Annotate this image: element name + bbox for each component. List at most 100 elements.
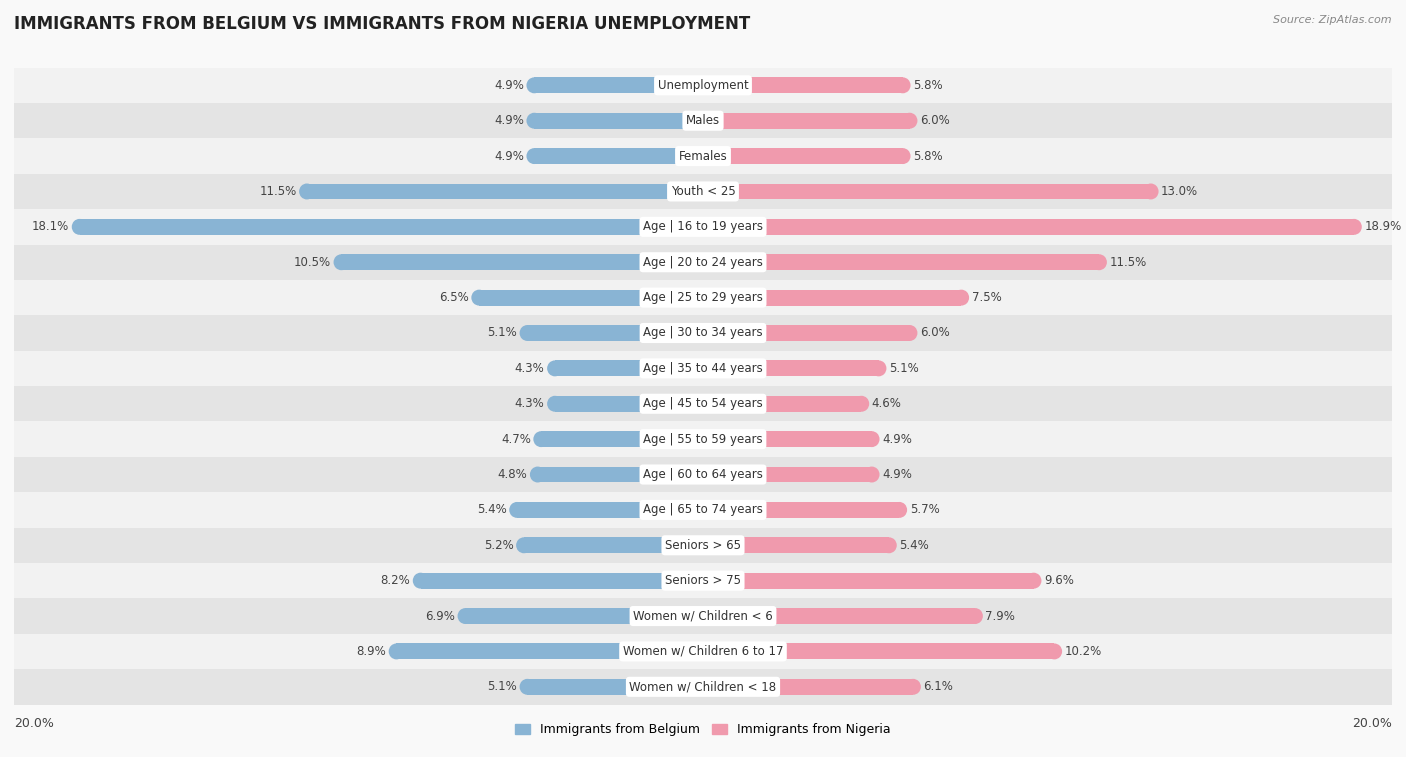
Circle shape	[520, 325, 536, 341]
Text: 5.1%: 5.1%	[889, 362, 918, 375]
Text: 6.0%: 6.0%	[920, 326, 950, 339]
Text: 5.1%: 5.1%	[488, 681, 517, 693]
Circle shape	[547, 360, 562, 376]
Text: Age | 65 to 74 years: Age | 65 to 74 years	[643, 503, 763, 516]
Text: 5.2%: 5.2%	[484, 539, 513, 552]
Text: 4.9%: 4.9%	[494, 114, 524, 127]
Bar	[14, 316, 1392, 350]
Legend: Immigrants from Belgium, Immigrants from Nigeria: Immigrants from Belgium, Immigrants from…	[510, 718, 896, 741]
Bar	[14, 350, 1392, 386]
Circle shape	[896, 148, 911, 164]
Bar	[420, 573, 703, 589]
Text: IMMIGRANTS FROM BELGIUM VS IMMIGRANTS FROM NIGERIA UNEMPLOYMENT: IMMIGRANTS FROM BELGIUM VS IMMIGRANTS FR…	[14, 15, 751, 33]
Bar	[527, 325, 703, 341]
Bar	[80, 219, 703, 235]
Circle shape	[413, 573, 429, 589]
Text: 8.9%: 8.9%	[356, 645, 387, 658]
Text: Source: ZipAtlas.com: Source: ZipAtlas.com	[1274, 15, 1392, 25]
Text: 4.3%: 4.3%	[515, 397, 544, 410]
Circle shape	[516, 537, 531, 553]
Text: 18.9%: 18.9%	[1364, 220, 1402, 233]
Circle shape	[388, 643, 404, 659]
Bar	[703, 360, 879, 376]
Text: Age | 60 to 64 years: Age | 60 to 64 years	[643, 468, 763, 481]
Text: Age | 30 to 34 years: Age | 30 to 34 years	[643, 326, 763, 339]
Text: 4.7%: 4.7%	[501, 433, 531, 446]
Text: 4.9%: 4.9%	[494, 79, 524, 92]
Text: 10.5%: 10.5%	[294, 256, 330, 269]
Bar	[703, 537, 889, 553]
Circle shape	[901, 113, 918, 129]
Circle shape	[1347, 219, 1362, 235]
Text: 6.9%: 6.9%	[425, 609, 456, 622]
Bar	[479, 290, 703, 306]
Bar	[342, 254, 703, 270]
Text: Age | 35 to 44 years: Age | 35 to 44 years	[643, 362, 763, 375]
Text: Seniors > 75: Seniors > 75	[665, 574, 741, 587]
Circle shape	[953, 290, 969, 306]
Bar	[703, 396, 862, 412]
Bar	[703, 573, 1033, 589]
Text: 4.8%: 4.8%	[498, 468, 527, 481]
Text: 20.0%: 20.0%	[1353, 717, 1392, 730]
Bar	[465, 608, 703, 624]
Circle shape	[1026, 573, 1042, 589]
Text: 4.9%: 4.9%	[882, 433, 912, 446]
Circle shape	[891, 502, 907, 518]
Text: 5.8%: 5.8%	[912, 79, 943, 92]
Bar	[14, 245, 1392, 280]
Text: 4.6%: 4.6%	[872, 397, 901, 410]
Bar	[14, 209, 1392, 245]
Text: 9.6%: 9.6%	[1045, 574, 1074, 587]
Circle shape	[333, 254, 349, 270]
Bar	[14, 563, 1392, 598]
Text: 11.5%: 11.5%	[1109, 256, 1147, 269]
Text: Unemployment: Unemployment	[658, 79, 748, 92]
Bar	[534, 148, 703, 164]
Bar	[517, 502, 703, 518]
Text: Women w/ Children 6 to 17: Women w/ Children 6 to 17	[623, 645, 783, 658]
Bar	[555, 396, 703, 412]
Text: 5.4%: 5.4%	[900, 539, 929, 552]
Bar	[703, 148, 903, 164]
Circle shape	[1046, 643, 1062, 659]
Text: 4.3%: 4.3%	[515, 362, 544, 375]
Text: 4.9%: 4.9%	[882, 468, 912, 481]
Text: 6.1%: 6.1%	[924, 681, 953, 693]
Circle shape	[865, 431, 880, 447]
Bar	[14, 174, 1392, 209]
Text: Age | 16 to 19 years: Age | 16 to 19 years	[643, 220, 763, 233]
Text: 5.8%: 5.8%	[912, 150, 943, 163]
Text: Women w/ Children < 6: Women w/ Children < 6	[633, 609, 773, 622]
Circle shape	[520, 679, 536, 695]
Text: 11.5%: 11.5%	[259, 185, 297, 198]
Bar	[534, 77, 703, 93]
Bar	[14, 139, 1392, 174]
Circle shape	[901, 325, 918, 341]
Text: 10.2%: 10.2%	[1064, 645, 1102, 658]
Circle shape	[882, 537, 897, 553]
Circle shape	[865, 466, 880, 482]
Circle shape	[547, 396, 562, 412]
Bar	[703, 431, 872, 447]
Text: 18.1%: 18.1%	[32, 220, 69, 233]
Text: 6.5%: 6.5%	[439, 291, 468, 304]
Bar	[14, 528, 1392, 563]
Bar	[307, 183, 703, 199]
Bar	[703, 608, 976, 624]
Circle shape	[526, 148, 541, 164]
Text: 7.5%: 7.5%	[972, 291, 1001, 304]
Text: 5.1%: 5.1%	[488, 326, 517, 339]
Circle shape	[526, 113, 541, 129]
Text: 6.0%: 6.0%	[920, 114, 950, 127]
Bar	[541, 431, 703, 447]
Text: Age | 20 to 24 years: Age | 20 to 24 years	[643, 256, 763, 269]
Bar	[527, 679, 703, 695]
Bar	[703, 502, 900, 518]
Circle shape	[533, 431, 548, 447]
Circle shape	[299, 183, 315, 199]
Bar	[703, 643, 1054, 659]
Bar	[534, 113, 703, 129]
Text: 5.7%: 5.7%	[910, 503, 939, 516]
Text: Age | 55 to 59 years: Age | 55 to 59 years	[643, 433, 763, 446]
